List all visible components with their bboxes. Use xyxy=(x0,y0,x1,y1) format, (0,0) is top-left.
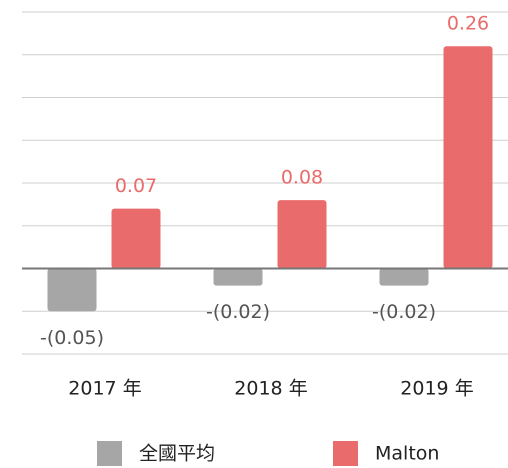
value-label: 0.07 xyxy=(115,175,157,197)
legend-label: 全國平均 xyxy=(139,443,215,465)
x-tick-label: 2019 年 xyxy=(400,378,473,400)
legend-swatch xyxy=(333,441,358,466)
bar xyxy=(111,208,161,269)
bar xyxy=(379,268,429,286)
value-label: -(0.05) xyxy=(40,327,104,349)
legend-label: Malton xyxy=(375,443,439,465)
value-label: 0.08 xyxy=(281,167,323,189)
x-tick-label: 2017 年 xyxy=(68,378,141,400)
bar xyxy=(47,268,97,312)
value-label: 0.26 xyxy=(447,13,489,35)
legend-swatch xyxy=(97,441,122,466)
bar xyxy=(277,200,327,269)
bar xyxy=(213,268,263,286)
bar xyxy=(443,46,493,269)
x-tick-label: 2018 年 xyxy=(234,378,307,400)
value-label: -(0.02) xyxy=(206,301,270,323)
value-label: -(0.02) xyxy=(372,301,436,323)
